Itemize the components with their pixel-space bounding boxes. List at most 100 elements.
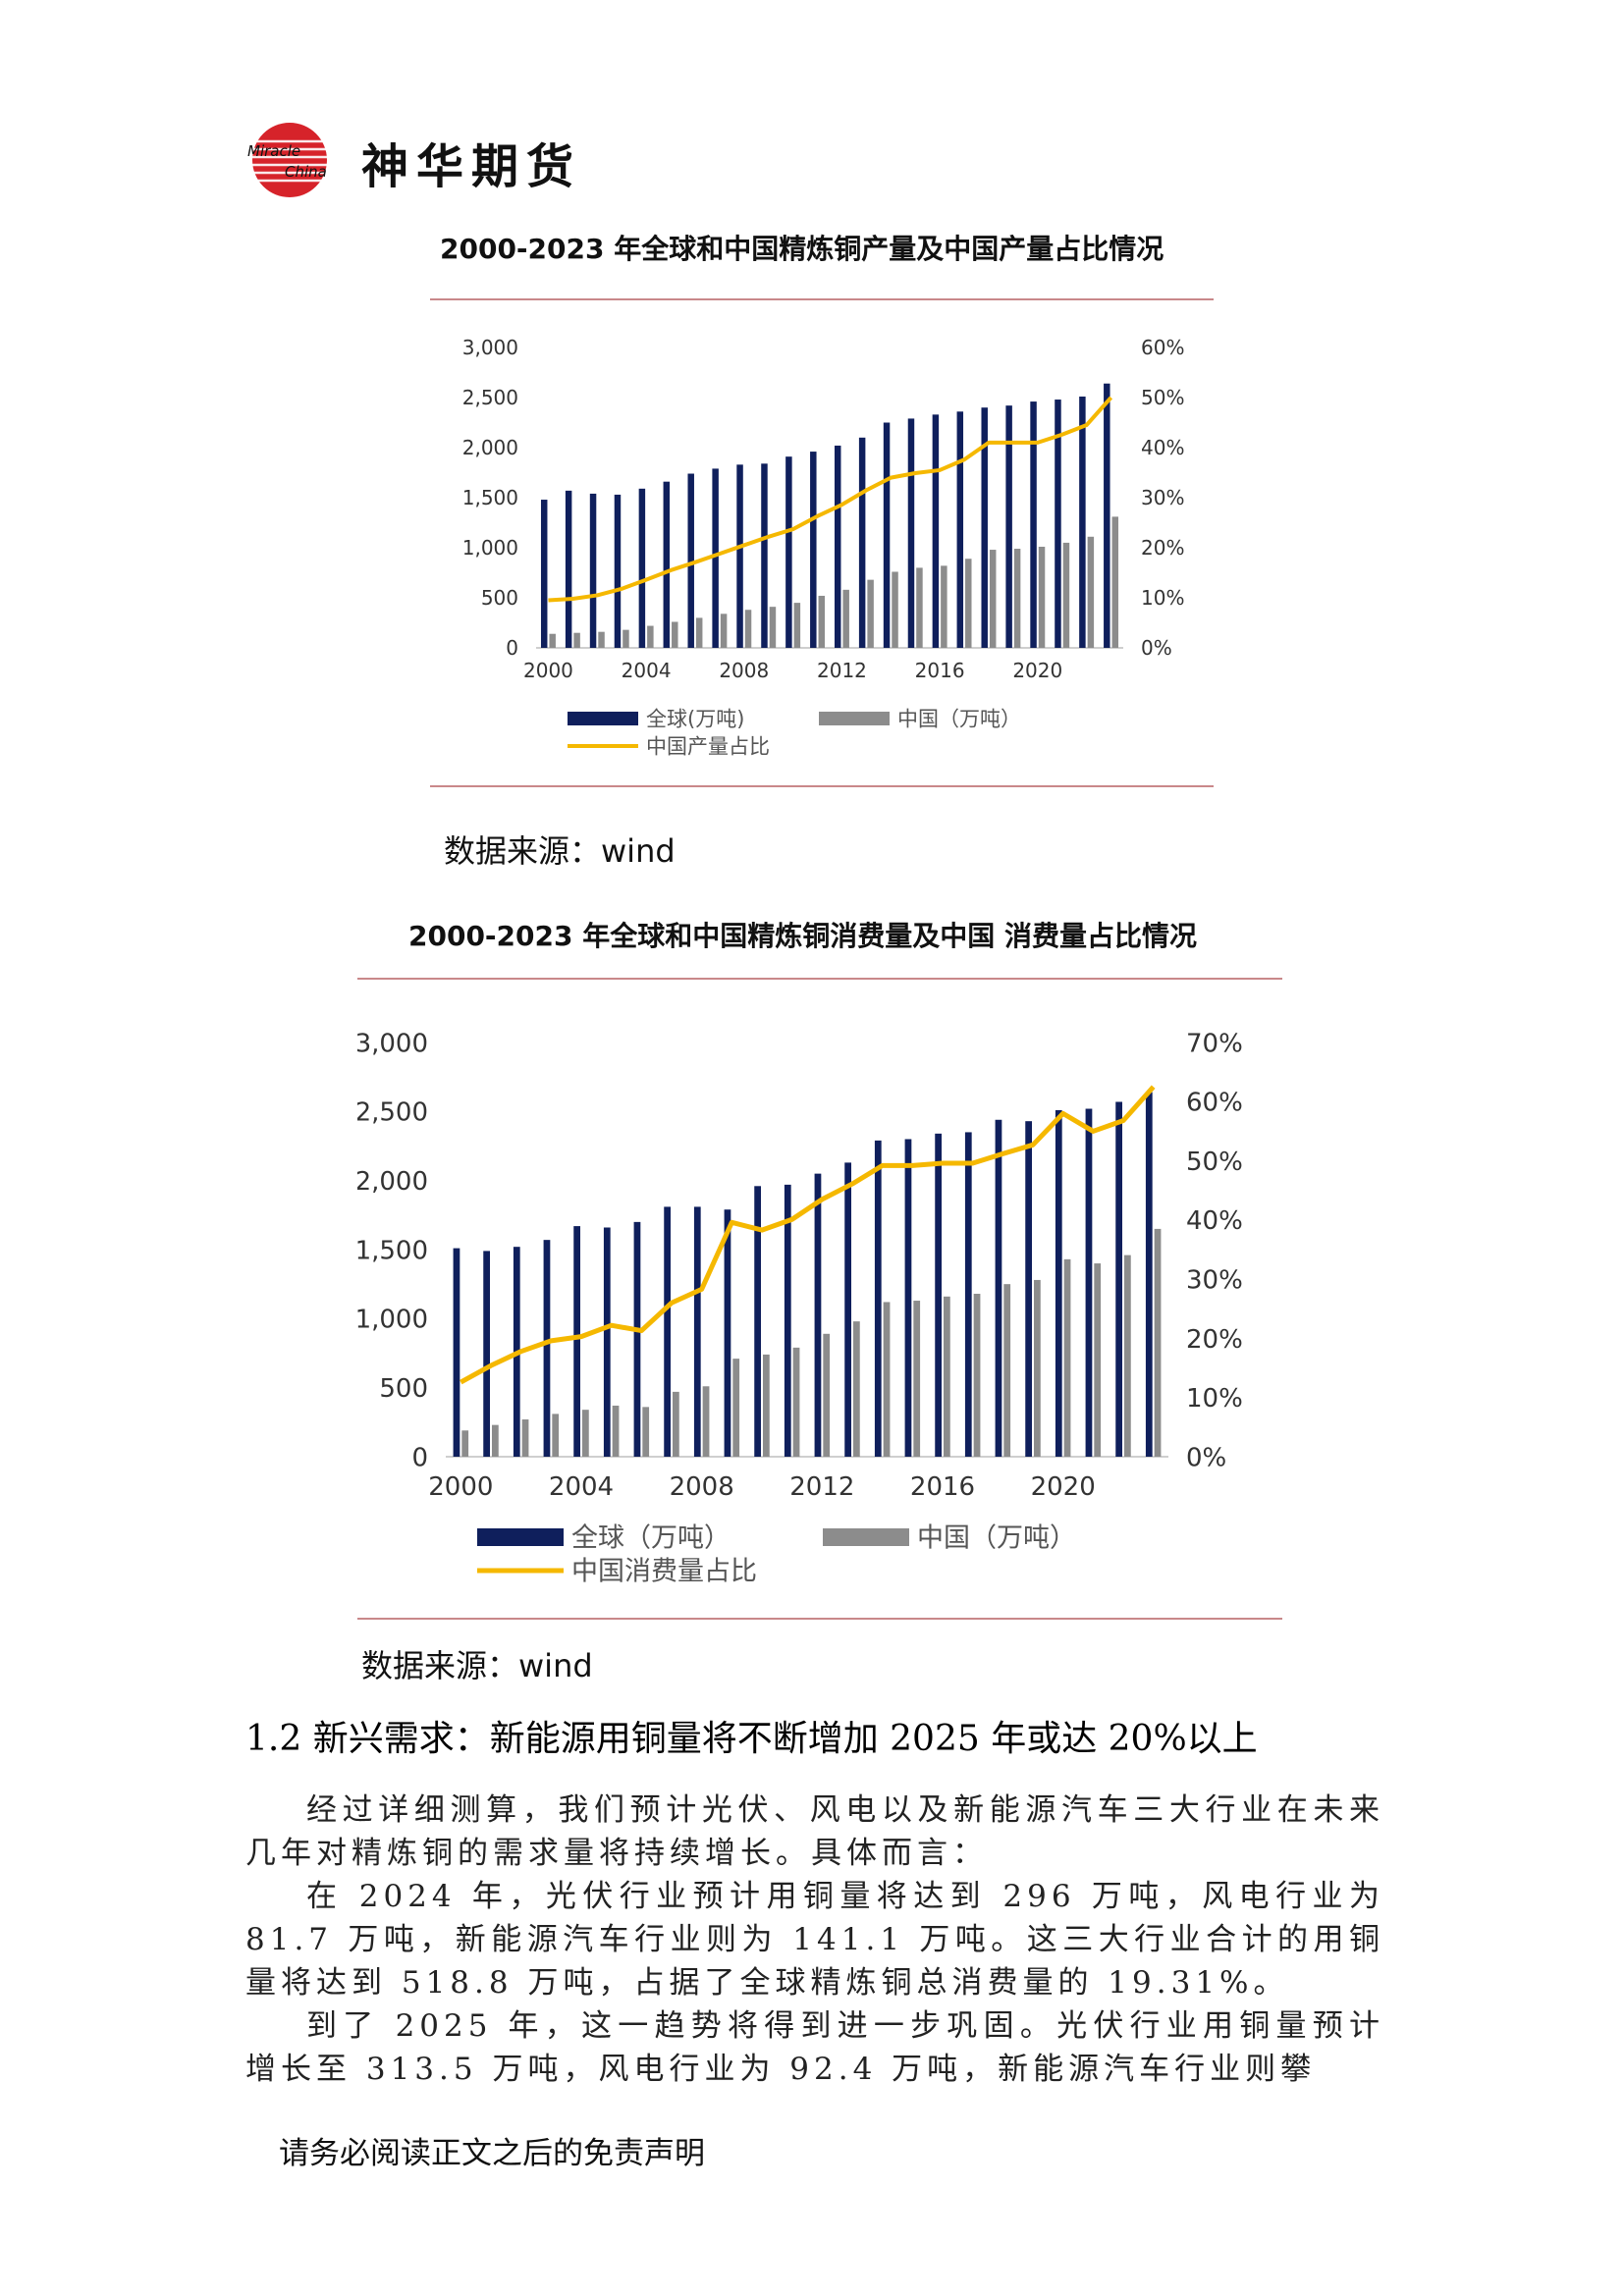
bar-china: [793, 603, 801, 648]
bar-global: [540, 500, 548, 648]
bar-china: [720, 614, 728, 648]
bar-china: [973, 1294, 981, 1457]
svg-text:Miracle: Miracle: [247, 142, 300, 160]
bar-china: [941, 565, 947, 648]
bar-global: [904, 1139, 912, 1457]
bar-china: [642, 1407, 650, 1457]
bar-china: [598, 631, 605, 648]
paragraph-1: 经过详细测算，我们预计光伏、风电以及新能源汽车三大行业在未来几年对精炼铜的需求量…: [245, 1792, 1384, 1871]
bar-global: [638, 488, 646, 648]
line-china-share: [548, 396, 1113, 603]
bar-china: [461, 1430, 469, 1457]
bar-china: [763, 1354, 770, 1457]
left-axis-tick-label: 1,000: [357, 1306, 428, 1335]
logo-text: 神华期货: [361, 139, 582, 194]
x-axis-tick-label: 2016: [915, 659, 965, 682]
bar-china: [549, 633, 556, 648]
right-axis-tick-label: 50%: [1141, 386, 1184, 409]
bar-global: [565, 490, 572, 648]
bar-china: [1111, 516, 1119, 648]
bar-china: [702, 1386, 710, 1457]
bar-china: [792, 1347, 800, 1457]
bar-global: [663, 481, 671, 648]
bar-global: [907, 418, 915, 648]
right-axis-tick-label: 30%: [1186, 1266, 1243, 1296]
disclaimer-footer: 请务必阅读正文之后的免责声明: [279, 2136, 705, 2171]
right-axis-tick-label: 20%: [1141, 536, 1184, 560]
bar-china: [573, 632, 580, 648]
right-axis-tick-label: 50%: [1186, 1148, 1243, 1177]
right-axis-tick-label: 0%: [1141, 636, 1172, 660]
legend-swatch-global: [568, 712, 638, 725]
bar-global: [814, 1173, 822, 1457]
left-axis-tick-label: 1,500: [357, 1236, 428, 1265]
right-axis-tick-label: 70%: [1186, 1029, 1243, 1058]
x-axis-tick-label: 2004: [622, 659, 672, 682]
bar-china: [672, 621, 678, 648]
legend-label-china: 中国（万吨）: [897, 708, 1021, 731]
bar-global: [1030, 401, 1037, 648]
left-axis-tick-label: 2,000: [462, 436, 518, 459]
x-axis-tick-label: 2000: [523, 659, 573, 682]
left-axis-tick-label: 2,000: [357, 1167, 428, 1197]
bar-global: [664, 1206, 671, 1457]
bar-china: [1003, 1284, 1011, 1457]
right-axis-tick-label: 60%: [1141, 336, 1184, 359]
company-logo: Miracle China 神华期货: [245, 116, 658, 204]
bar-china: [612, 1405, 620, 1457]
x-axis-tick-label: 2012: [789, 1472, 854, 1502]
bar-global: [712, 468, 719, 648]
right-axis-tick-label: 10%: [1186, 1384, 1243, 1414]
bar-global: [844, 1162, 851, 1457]
bar-global: [633, 1221, 641, 1457]
bar-global: [1115, 1101, 1122, 1457]
bar-china: [1094, 1263, 1102, 1457]
x-axis-tick-label: 2000: [428, 1472, 493, 1502]
left-axis-tick-label: 3,000: [462, 336, 518, 359]
legend-swatch-global: [477, 1528, 564, 1546]
bar-china: [892, 571, 898, 648]
bar-global: [1079, 396, 1086, 648]
bar-global: [1025, 1121, 1032, 1457]
left-axis-tick-label: 1,500: [462, 486, 518, 509]
chart-1-title: 2000-2023 年全球和中国精炼铜产量及中国产量占比情况: [440, 233, 1164, 265]
bar-china: [867, 579, 874, 648]
x-axis-tick-label: 2012: [817, 659, 867, 682]
x-axis-tick-label: 2004: [549, 1472, 614, 1502]
legend-swatch-china: [823, 1528, 909, 1546]
chart-1-bottom-rule: [430, 785, 1214, 787]
bar-global: [1104, 383, 1110, 648]
bar-china: [695, 617, 703, 648]
bar-china: [883, 1302, 891, 1457]
right-axis-tick-label: 20%: [1186, 1325, 1243, 1355]
bar-global: [614, 494, 622, 648]
bar-china: [521, 1419, 529, 1457]
bar-china: [1034, 1279, 1041, 1457]
x-axis-tick-label: 2016: [910, 1472, 975, 1502]
left-axis-tick-label: 2,500: [357, 1098, 428, 1128]
bar-china: [492, 1424, 499, 1457]
right-axis-tick-label: 60%: [1186, 1089, 1243, 1118]
bar-global: [589, 493, 597, 648]
chart-2-top-rule: [357, 978, 1282, 980]
bar-china: [965, 559, 972, 648]
bar-china: [1063, 1258, 1071, 1457]
bar-china: [744, 610, 752, 648]
x-axis-tick-label: 2020: [1031, 1472, 1096, 1502]
section-heading: 1.2 新兴需求：新能源用铜量将不断增加 2025 年或达 20%以上: [245, 1719, 1258, 1759]
bar-china: [1013, 549, 1021, 648]
bar-global: [453, 1248, 460, 1457]
bar-china: [823, 1333, 831, 1457]
bar-global: [810, 452, 817, 648]
bar-china: [818, 595, 826, 648]
line-china-share: [460, 1085, 1156, 1385]
bar-china: [673, 1391, 679, 1457]
bar-china: [944, 1296, 950, 1457]
bar-global: [995, 1119, 1002, 1457]
chart-1-source: 数据来源：wind: [444, 832, 676, 870]
legend-label-share: 中国产量占比: [646, 735, 770, 759]
bar-global: [543, 1240, 551, 1457]
bar-china: [853, 1321, 860, 1457]
paragraph-3: 到了 2025 年，这一趋势将得到进一步巩固。光伏行业用铜量预计增长至 313.…: [245, 2008, 1384, 2087]
right-axis-tick-label: 40%: [1141, 436, 1184, 459]
